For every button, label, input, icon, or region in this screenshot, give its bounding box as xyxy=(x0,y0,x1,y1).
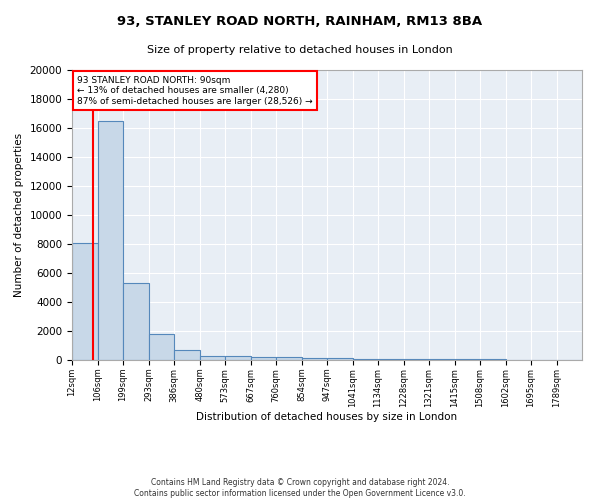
Bar xyxy=(72,242,98,360)
Bar xyxy=(276,358,302,360)
Y-axis label: Number of detached properties: Number of detached properties xyxy=(14,133,24,297)
Text: 93, STANLEY ROAD NORTH, RAINHAM, RM13 8BA: 93, STANLEY ROAD NORTH, RAINHAM, RM13 8B… xyxy=(118,15,482,28)
Bar xyxy=(123,283,149,360)
Bar xyxy=(327,358,353,360)
Bar xyxy=(429,359,455,360)
Bar xyxy=(200,356,225,360)
Text: 93 STANLEY ROAD NORTH: 90sqm
← 13% of detached houses are smaller (4,280)
87% of: 93 STANLEY ROAD NORTH: 90sqm ← 13% of de… xyxy=(77,76,313,106)
Bar xyxy=(404,359,429,360)
Bar xyxy=(251,357,276,360)
X-axis label: Distribution of detached houses by size in London: Distribution of detached houses by size … xyxy=(196,412,458,422)
Text: Contains HM Land Registry data © Crown copyright and database right 2024.
Contai: Contains HM Land Registry data © Crown c… xyxy=(134,478,466,498)
Bar xyxy=(378,359,404,360)
Text: Size of property relative to detached houses in London: Size of property relative to detached ho… xyxy=(147,45,453,55)
Bar xyxy=(353,358,378,360)
Bar xyxy=(98,120,123,360)
Bar xyxy=(302,358,327,360)
Bar xyxy=(149,334,174,360)
Bar xyxy=(174,350,200,360)
Bar xyxy=(225,356,251,360)
